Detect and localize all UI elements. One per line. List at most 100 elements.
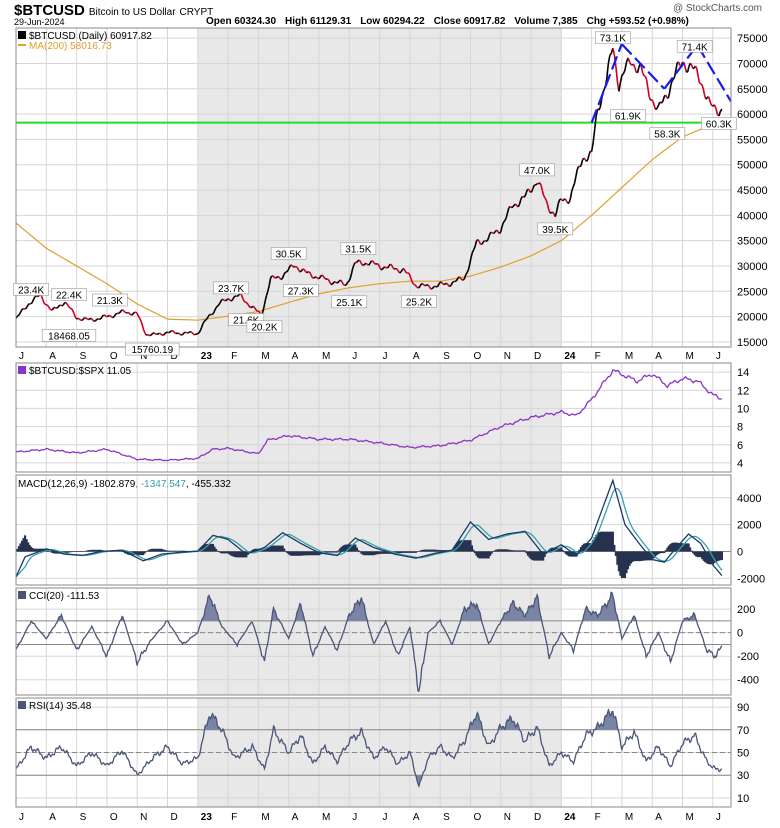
price-segment <box>709 100 713 106</box>
price-segment <box>368 262 371 266</box>
axis-labels: 1500020000250003000035000400004500050000… <box>19 33 768 823</box>
y-tick-label: 60000 <box>737 109 768 121</box>
x-tick-label: D <box>534 812 541 823</box>
price-segment <box>576 166 580 171</box>
x-tick-label: M <box>322 351 330 362</box>
price-segment <box>434 285 437 288</box>
price-segment <box>684 67 688 73</box>
ratio-line <box>15 368 722 462</box>
price-segment <box>99 318 102 321</box>
y-tick-label: 15000 <box>737 337 768 349</box>
x-tick-label: N <box>140 351 147 362</box>
price-segment <box>664 94 668 98</box>
price-label: 15760.19 <box>131 345 173 356</box>
price-segment <box>283 271 286 275</box>
price-segment <box>458 276 461 279</box>
price-segment <box>552 211 555 215</box>
price-segment <box>373 262 377 265</box>
price-segment <box>306 271 309 274</box>
panel-frame <box>15 587 732 696</box>
price-segment <box>70 307 74 311</box>
price-segment <box>384 266 387 269</box>
price-segment <box>530 191 533 194</box>
y-tick-label: 4000 <box>737 493 761 505</box>
price-segment <box>557 198 561 204</box>
price-legend: $BTCUSD (Daily) 60917.82 <box>29 31 152 42</box>
price-segment <box>120 309 123 312</box>
price-segment <box>202 320 205 324</box>
price-segment <box>645 79 649 89</box>
price-segment <box>329 281 332 285</box>
price-segment <box>567 201 570 205</box>
price-segment <box>489 231 492 234</box>
price-segment <box>225 299 228 302</box>
price-segment <box>280 277 284 281</box>
price-segment <box>477 239 480 242</box>
price-segment <box>109 315 113 318</box>
trendline <box>696 45 732 102</box>
price-label-box <box>649 127 686 140</box>
price-segment <box>432 285 436 288</box>
price-label-box <box>125 342 180 356</box>
price-label-box <box>282 284 319 297</box>
price-segment <box>254 307 257 311</box>
price-segment <box>130 313 133 316</box>
price-segment <box>396 268 400 272</box>
price-segment <box>701 84 705 90</box>
price-segment <box>219 299 223 303</box>
price-segment <box>365 262 368 266</box>
price-segment <box>499 226 503 233</box>
price-segment <box>383 266 386 269</box>
price-segment <box>353 262 357 265</box>
price-segment <box>349 273 353 280</box>
price-segment <box>179 333 182 336</box>
price-segment <box>694 65 698 69</box>
price-segment <box>404 270 408 274</box>
x-tick-label: N <box>504 812 511 823</box>
price-segment <box>346 280 350 283</box>
price-segment <box>42 299 46 304</box>
price-segment <box>131 313 134 316</box>
price-label-box <box>537 222 574 236</box>
price-segment <box>221 298 224 301</box>
price-segment <box>436 284 440 288</box>
price-segment <box>443 282 446 286</box>
price-segment <box>117 312 121 315</box>
price-segment <box>408 273 412 278</box>
price-segment <box>470 252 474 258</box>
price-segment <box>73 313 76 318</box>
x-tick-label: A <box>655 812 662 823</box>
quote-high: High 61129.31 <box>285 16 352 27</box>
price-segment <box>502 220 506 223</box>
price-label-box <box>701 117 737 130</box>
symbol-label: $BTCUSD <box>14 2 85 19</box>
price-segment <box>56 306 59 309</box>
cci-overbought-fill <box>582 592 619 621</box>
price-segment <box>659 101 662 104</box>
quote-close: Close 60917.82 <box>433 16 506 27</box>
price-label-box <box>92 293 128 307</box>
price-label: 21.3K <box>97 296 123 307</box>
price-label: 73.1K <box>600 34 626 45</box>
price-segment <box>343 283 346 287</box>
price-segment <box>634 67 637 73</box>
y-tick-label: 30000 <box>737 261 768 273</box>
x-tick-label: O <box>473 812 481 823</box>
price-segment <box>159 332 162 335</box>
price-segment <box>51 307 55 311</box>
price-segment <box>47 305 51 310</box>
price-segment <box>586 154 590 161</box>
price-segment <box>243 300 247 303</box>
rsi-line <box>15 708 723 788</box>
price-segment <box>226 298 229 301</box>
price-segment <box>686 70 689 73</box>
price-segment <box>135 311 138 314</box>
price-segment <box>182 332 185 336</box>
x-tick-label: M <box>686 812 694 823</box>
price-segment <box>528 189 532 193</box>
price-segment <box>575 169 578 178</box>
price-segment <box>85 317 88 320</box>
price-segment <box>514 203 518 207</box>
price-segment <box>517 203 521 208</box>
price-segment <box>509 205 513 209</box>
